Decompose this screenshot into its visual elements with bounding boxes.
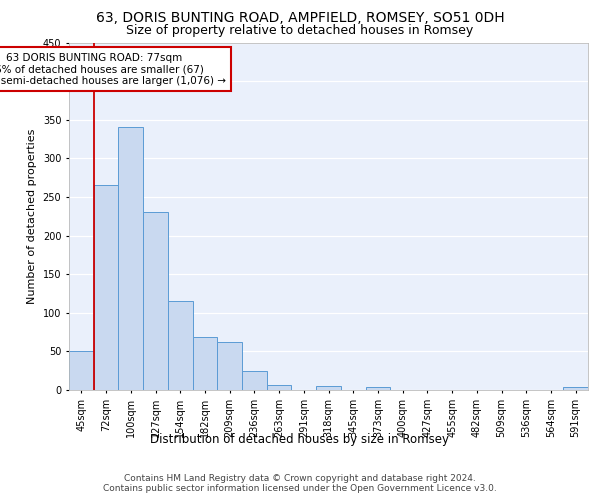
Bar bbox=[69, 352, 94, 390]
Text: Size of property relative to detached houses in Romsey: Size of property relative to detached ho… bbox=[127, 24, 473, 37]
Text: 63 DORIS BUNTING ROAD: 77sqm
← 6% of detached houses are smaller (67)
93% of sem: 63 DORIS BUNTING ROAD: 77sqm ← 6% of det… bbox=[0, 52, 226, 86]
Bar bbox=[118, 128, 143, 390]
Bar bbox=[168, 301, 193, 390]
Bar bbox=[94, 186, 118, 390]
Y-axis label: Number of detached properties: Number of detached properties bbox=[27, 128, 37, 304]
Bar bbox=[193, 338, 217, 390]
Bar bbox=[563, 387, 588, 390]
Bar bbox=[316, 386, 341, 390]
Text: Contains HM Land Registry data © Crown copyright and database right 2024.
Contai: Contains HM Land Registry data © Crown c… bbox=[103, 474, 497, 494]
Bar bbox=[365, 387, 390, 390]
Bar bbox=[242, 370, 267, 390]
Bar bbox=[267, 386, 292, 390]
Text: 63, DORIS BUNTING ROAD, AMPFIELD, ROMSEY, SO51 0DH: 63, DORIS BUNTING ROAD, AMPFIELD, ROMSEY… bbox=[95, 11, 505, 25]
Bar bbox=[143, 212, 168, 390]
Text: Distribution of detached houses by size in Romsey: Distribution of detached houses by size … bbox=[151, 432, 449, 446]
Bar bbox=[217, 342, 242, 390]
